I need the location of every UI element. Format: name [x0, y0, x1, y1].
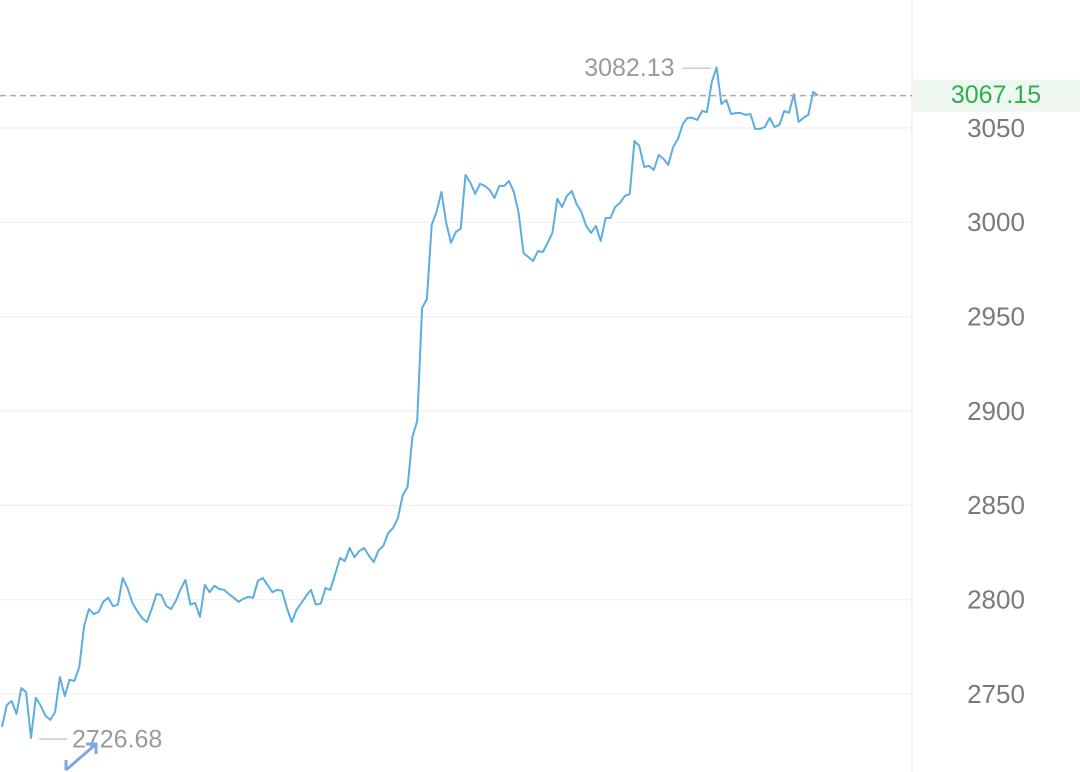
high-label: 3082.13 — [584, 54, 674, 82]
y-tick-label: 2750 — [967, 679, 1025, 709]
expand-icon[interactable] — [64, 742, 98, 772]
low-label: 2726.68 — [72, 726, 162, 754]
y-tick-label: 2800 — [967, 585, 1025, 615]
last-price-label: 3067.15 — [951, 81, 1041, 109]
y-tick-label: 2950 — [967, 302, 1025, 332]
y-tick-label: 3000 — [967, 207, 1025, 237]
expand-icon-path — [64, 742, 98, 772]
last-price-badge — [914, 79, 1080, 112]
y-tick-label: 2900 — [967, 396, 1025, 426]
y-tick-label: 3050 — [967, 113, 1025, 143]
price-line — [1, 66, 819, 740]
y-tick-label: 2850 — [967, 490, 1025, 520]
